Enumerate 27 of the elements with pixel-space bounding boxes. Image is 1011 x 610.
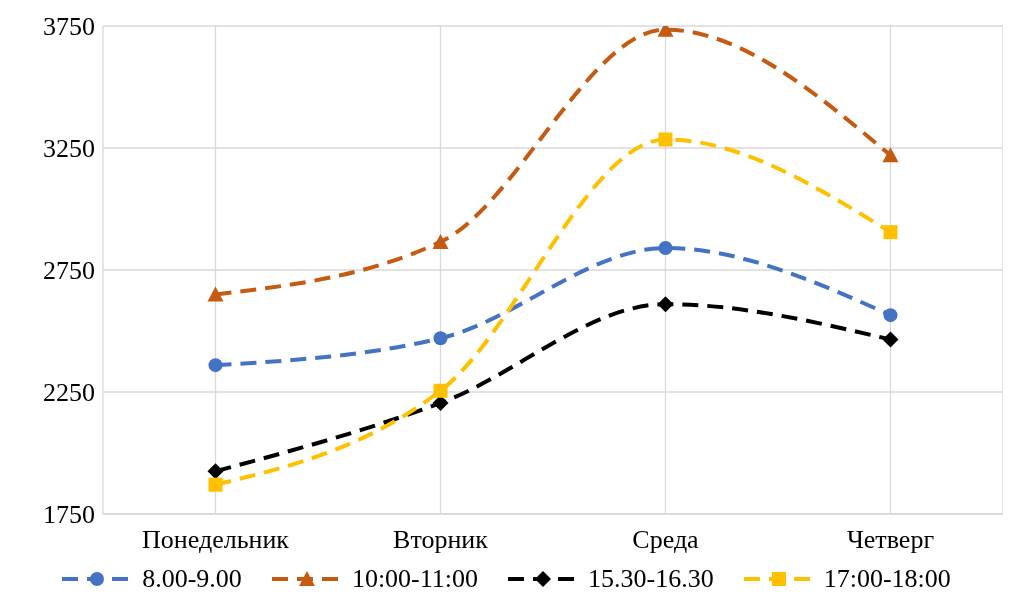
point bbox=[883, 308, 898, 323]
x-tick-label: Вторник bbox=[393, 525, 489, 555]
point bbox=[207, 286, 224, 302]
point bbox=[657, 296, 674, 313]
y-tick-label: 2750 bbox=[43, 256, 95, 286]
point bbox=[208, 477, 223, 492]
x-tick-label: Четверг bbox=[846, 525, 935, 555]
point bbox=[433, 383, 448, 398]
point bbox=[432, 233, 449, 249]
point bbox=[882, 147, 899, 163]
point bbox=[883, 225, 898, 240]
x-tick-label: Понедельник bbox=[142, 525, 290, 555]
legend-label: 15.30-16.30 bbox=[588, 564, 714, 594]
point bbox=[207, 463, 224, 480]
point bbox=[658, 132, 673, 147]
legend-label: 8.00-9.00 bbox=[142, 564, 242, 594]
point bbox=[882, 331, 899, 348]
y-tick-label: 2250 bbox=[43, 378, 95, 408]
y-tick-label: 1750 bbox=[43, 500, 95, 530]
x-tick-label: Среда bbox=[632, 525, 700, 555]
y-tick-label: 3250 bbox=[43, 134, 95, 164]
point bbox=[658, 241, 673, 256]
point bbox=[433, 331, 448, 346]
legend-label: 17:00-18:00 bbox=[823, 564, 951, 594]
point bbox=[208, 358, 223, 373]
legend-label: 10:00-11:00 bbox=[351, 564, 479, 594]
y-tick-label: 3750 bbox=[43, 12, 95, 42]
